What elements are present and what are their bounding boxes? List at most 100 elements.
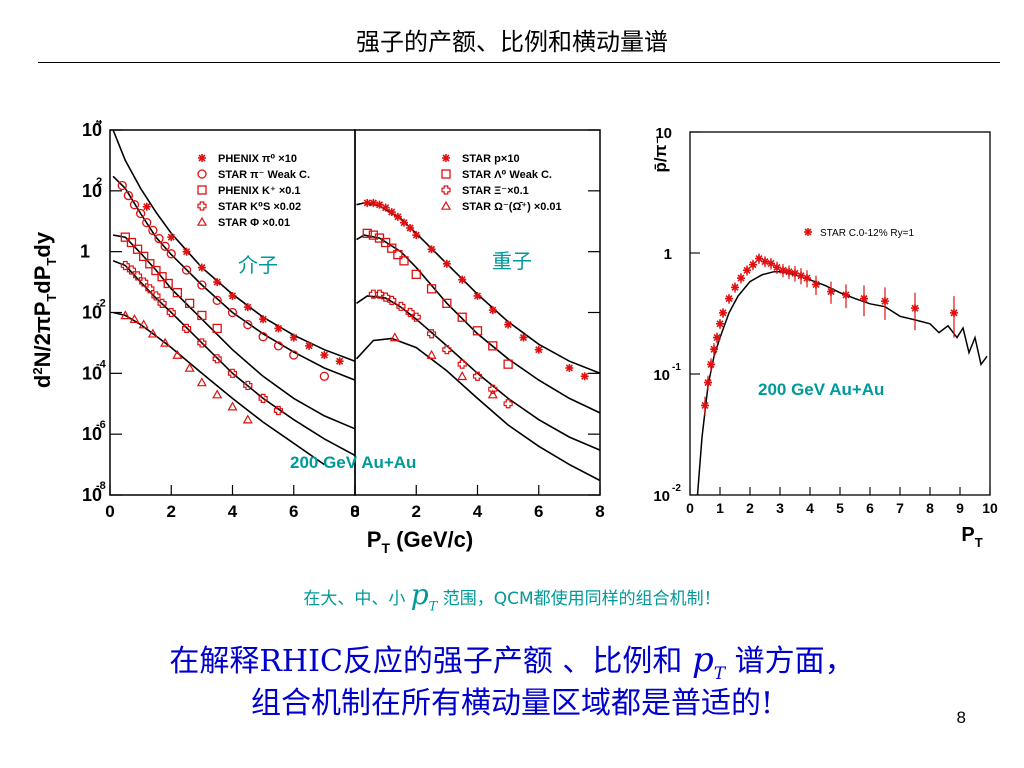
y-tick-base: 10: [653, 488, 670, 505]
meson-data-point: [160, 241, 170, 251]
meson-data-point: [145, 259, 155, 269]
y-tick-label: 104: [82, 120, 103, 140]
meson-data-point: [129, 314, 140, 324]
baryon-data-point: [442, 259, 451, 268]
conclusion-line-1: 在解释RHIC反应的强子产额 、比例和 pT 谱方面，: [0, 636, 1024, 684]
y-tick-label: 10-6: [82, 419, 106, 444]
baryon-data-point: [472, 371, 483, 381]
baryon-data-point: [412, 231, 421, 240]
y-label-part: dy: [30, 231, 55, 257]
meson-model-curve: [112, 175, 356, 381]
baryon-data-point: [442, 298, 452, 308]
y-tick-label: 10-8: [82, 480, 106, 505]
meson-data-point: [197, 280, 207, 290]
baryon-model-curve: [356, 202, 601, 375]
y-tick-base: 10: [653, 367, 670, 384]
meson-data-point: [142, 202, 151, 211]
baryon-legend-label: STAR Ξ⁻×0.1: [462, 185, 529, 197]
x-tick-label: 0: [686, 500, 694, 516]
meson-data-point: [181, 265, 192, 275]
meson-data-point: [197, 263, 206, 272]
meson-data-point: [289, 333, 298, 342]
baryon-data-point: [406, 223, 415, 232]
y-tick-exp: 2: [96, 176, 102, 188]
x-tick-label: 8: [595, 502, 604, 521]
meson-legend-marker: [197, 201, 207, 211]
baryon-data-point: [565, 363, 574, 372]
y-tick-exp: 4: [96, 120, 103, 127]
meson-data-point: [148, 225, 158, 236]
baryon-data-point: [387, 295, 397, 305]
caption-pre: 在大、中、小: [303, 589, 406, 609]
x-tick-label: 8: [926, 500, 934, 516]
ratio-data-point: [767, 259, 775, 268]
y-tick-exp: -1: [672, 362, 681, 373]
meson-data-point: [172, 287, 183, 298]
x-tick-label: 6: [866, 500, 874, 516]
y-tick-base: 10: [82, 485, 102, 505]
ratio-data-point: [731, 283, 739, 292]
baryon-data-point: [399, 256, 409, 266]
meson-data-point: [243, 303, 252, 312]
x-axis-label: PT: [961, 524, 982, 550]
meson-data-point: [258, 393, 268, 403]
baryon-data-point: [472, 326, 483, 336]
x-tick-label: 2: [746, 500, 754, 516]
y-tick-base: 10: [82, 303, 102, 323]
y-label-part: d: [30, 375, 55, 388]
conclusion-pt-symbol: pT: [691, 640, 725, 684]
baryon-legend-marker: [440, 200, 452, 210]
baryon-model-curve: [356, 295, 601, 451]
baryon-data-point: [387, 208, 396, 217]
ratio-data-point: [749, 260, 757, 269]
baryon-data-point: [503, 359, 513, 369]
baryon-data-point: [488, 341, 498, 351]
ratio-data-point: [812, 280, 820, 289]
meson-legend-label: STAR π⁻ Weak C.: [218, 169, 310, 181]
baryon-data-point: [393, 212, 402, 221]
baryon-data-point: [380, 237, 391, 248]
meson-data-point: [142, 217, 152, 228]
conclusion-pt-letter: p: [691, 640, 714, 680]
x-tick-label: 6: [289, 502, 298, 521]
ratio-data-point: [911, 304, 919, 313]
x-tick-label: 6: [534, 502, 543, 521]
caption-pt-letter: p: [410, 578, 429, 611]
y-label-part: T: [44, 294, 59, 302]
x-tick-label: 4: [473, 502, 483, 521]
meson-data-point: [172, 349, 183, 359]
meson-data-point: [197, 338, 207, 348]
baryon-data-point: [442, 345, 452, 355]
caption-post: 范围，QCM都使用同样的组合机制！: [442, 589, 721, 609]
ratio-legend-label: STAR C.0-12% Ry=1: [820, 228, 914, 239]
baryon-data-point: [400, 218, 408, 227]
meson-legend-marker: [197, 169, 207, 179]
meson-data-point: [319, 371, 330, 381]
meson-legend-marker: [197, 185, 207, 195]
meson-data-point: [135, 208, 146, 219]
ratio-model-curve: [696, 270, 988, 496]
meson-data-point: [184, 362, 195, 372]
meson-data-point: [258, 332, 268, 342]
meson-data-point: [274, 324, 283, 333]
baryon-data-point: [411, 269, 421, 279]
meson-data-point: [154, 233, 164, 244]
baryon-data-point: [519, 333, 528, 342]
baryon-data-point: [487, 389, 498, 399]
meson-data-point: [289, 350, 299, 360]
y-tick-label: 10: [655, 125, 672, 142]
meson-legend-label: PHENIX π⁰ ×10: [218, 153, 297, 165]
meson-data-point: [145, 284, 155, 294]
x-label-main: P: [367, 527, 382, 552]
ratio-data-point: [761, 257, 769, 266]
x-tick-label: 9: [956, 500, 964, 516]
y-tick-label: 102: [82, 176, 102, 201]
meson-data-point: [166, 307, 176, 318]
baryon-label: 重子: [492, 249, 532, 273]
meson-model-curve: [112, 260, 356, 457]
baryon-data-point: [457, 371, 468, 381]
ratio-data-point: [704, 378, 712, 387]
x-label-main: P: [961, 524, 974, 546]
meson-legend-marker: [198, 154, 206, 162]
